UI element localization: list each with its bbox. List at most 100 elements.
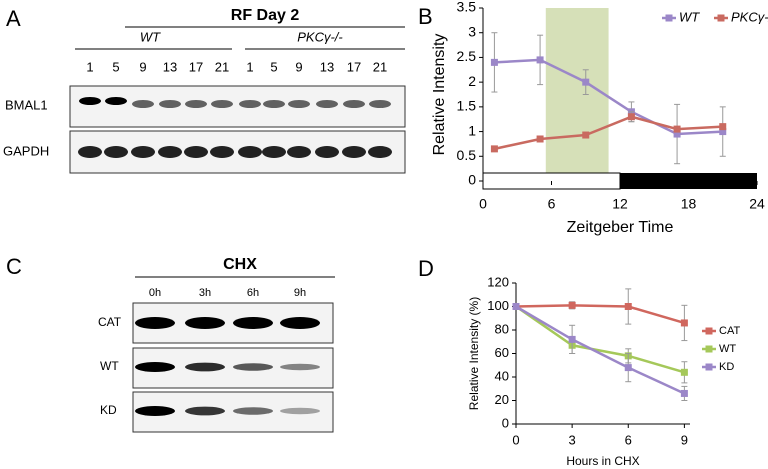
lane-label: 5 (112, 59, 119, 74)
band (239, 100, 261, 108)
band (280, 407, 320, 415)
y-tick-label: 2.5 (457, 48, 477, 64)
y-tick-label: 80 (495, 321, 509, 336)
legend-marker (705, 327, 713, 335)
panel-label: C (6, 254, 22, 279)
y-tick-label: 40 (495, 368, 509, 383)
band (315, 146, 339, 158)
legend-label: KD (719, 361, 734, 373)
point (490, 145, 498, 153)
point (536, 56, 544, 64)
band (262, 146, 286, 158)
band (369, 100, 391, 108)
series-line (494, 58, 723, 136)
y-tick-label: 0.5 (457, 147, 477, 163)
lane-label: 3h (199, 287, 211, 299)
x-tick-label: 6 (548, 196, 556, 212)
band (233, 407, 273, 415)
x-tick-label: 0 (512, 432, 519, 447)
panel-label: D (418, 256, 434, 281)
point (673, 130, 681, 138)
band (135, 406, 175, 416)
x-axis-label: Zeitgeber Time (567, 219, 674, 236)
legend-marker (665, 14, 673, 22)
band (233, 317, 273, 329)
band (238, 146, 262, 158)
lane-label: 13 (320, 59, 334, 74)
group-label: WT (140, 29, 161, 44)
point (680, 319, 688, 327)
lane-label: 9 (139, 59, 146, 74)
y-tick-label: 0 (468, 172, 476, 188)
legend-label: WT (719, 343, 736, 355)
x-axis-label: Hours in CHX (566, 454, 639, 468)
point (536, 135, 544, 143)
point (582, 78, 590, 86)
lane-label: 17 (189, 59, 203, 74)
series-line (515, 304, 685, 325)
x-tick-label: 0 (479, 196, 487, 212)
legend-marker (705, 363, 713, 371)
lane-label: 13 (163, 59, 177, 74)
y-tick-label: 60 (495, 345, 509, 360)
y-tick-label: 2 (468, 73, 476, 89)
x-tick-label: 3 (569, 432, 576, 447)
row-label: KD (100, 403, 117, 417)
y-tick-label: 1 (468, 122, 476, 138)
lane-label: 5 (270, 59, 277, 74)
band (185, 362, 225, 372)
band (159, 100, 181, 108)
x-tick-label: 24 (749, 196, 765, 212)
point (627, 113, 635, 121)
point (624, 303, 632, 310)
band (135, 317, 175, 329)
point (719, 128, 727, 136)
lane-label: 9 (295, 59, 302, 74)
band (135, 362, 175, 372)
band (342, 146, 366, 158)
series-line (494, 115, 723, 151)
point (624, 364, 632, 372)
legend-marker (717, 14, 725, 22)
row-label: CAT (98, 315, 122, 329)
row-label: WT (100, 359, 119, 373)
group-label: PKCγ-/- (297, 29, 343, 44)
panel-label: A (6, 6, 21, 31)
panel-label: B (418, 4, 433, 29)
lane-label: 21 (373, 59, 387, 74)
point (568, 335, 576, 343)
x-tick-label: 6 (625, 432, 632, 447)
band (105, 97, 127, 105)
lane-label: 9h (294, 287, 306, 299)
lane-label: 0h (149, 287, 161, 299)
x-tick-label: 12 (612, 196, 628, 212)
row-label: BMAL1 (5, 97, 48, 112)
row-label: GAPDH (3, 143, 49, 158)
y-tick-label: 20 (495, 392, 509, 407)
band (343, 100, 365, 108)
y-axis-label: Relative Intensity (%) (467, 297, 481, 410)
lane-label: 1 (246, 59, 253, 74)
band (280, 317, 320, 329)
lane-label: 17 (347, 59, 361, 74)
band (233, 363, 273, 371)
legend-label: CAT (719, 325, 740, 337)
x-tick-label: 18 (681, 196, 697, 212)
lane-label: 6h (247, 287, 259, 299)
lane-label: 21 (215, 59, 229, 74)
band (263, 100, 285, 108)
band (104, 146, 128, 158)
y-tick-label: 1.5 (457, 98, 477, 114)
band (79, 97, 101, 105)
point (512, 303, 520, 310)
y-tick-label: 3.5 (457, 0, 477, 15)
band (185, 100, 207, 108)
x-tick-label: 9 (681, 432, 688, 447)
band (288, 100, 310, 108)
y-axis-label: Relative Intensity (431, 34, 448, 156)
lane-label: 1 (86, 59, 93, 74)
y-tick-label: 100 (487, 298, 509, 313)
band (211, 100, 233, 108)
series-line (515, 305, 685, 395)
